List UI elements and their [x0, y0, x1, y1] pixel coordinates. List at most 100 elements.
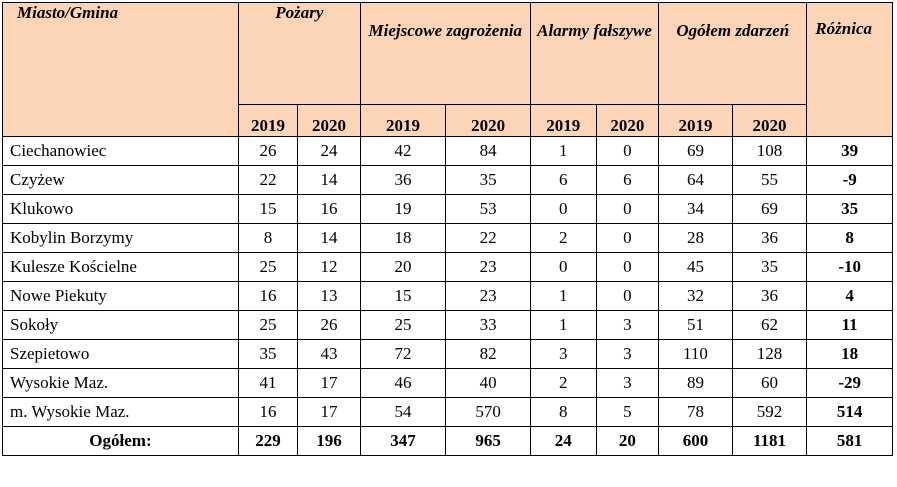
row-value-cell: 69	[658, 136, 733, 166]
row-value-cell: 22	[445, 223, 531, 253]
row-value-cell: 570	[445, 397, 531, 427]
header-alarmy-falszywe: Alarmy fałszywe	[529, 2, 660, 105]
row-difference-cell: -10	[806, 252, 893, 282]
row-value-cell: 34	[658, 194, 733, 224]
table-header: Miasto/Gmina Pożary Miejscowe zagrożenia…	[2, 2, 893, 137]
row-value-cell: 0	[529, 252, 597, 282]
table-row: Sokoły 25 26 25 33 1 3 51 62 11	[2, 310, 893, 340]
row-value-cell: 25	[237, 310, 299, 340]
row-value-cell: 3	[595, 368, 660, 398]
row-municipality-name: Sokoły	[2, 310, 239, 340]
row-value-cell: 60	[731, 368, 808, 398]
row-municipality-name: Kulesze Kościelne	[2, 252, 239, 282]
year-header-cell: 2020	[445, 104, 531, 137]
row-value-cell: 12	[297, 252, 361, 282]
row-value-cell: 0	[595, 281, 660, 311]
row-value-cell: 62	[731, 310, 808, 340]
row-value-cell: 3	[529, 339, 597, 369]
row-value-cell: 24	[297, 136, 361, 166]
row-value-cell: 46	[359, 368, 447, 398]
row-value-cell: 6	[529, 165, 597, 195]
row-value-cell: 51	[658, 310, 733, 340]
row-value-cell: 82	[445, 339, 531, 369]
row-value-cell: 8	[529, 397, 597, 427]
table-row: Ciechanowiec 26 24 42 84 1 0 69 108 39	[2, 136, 893, 166]
table-row: m. Wysokie Maz. 16 17 54 570 8 5 78 592 514	[2, 397, 893, 427]
header-miejscowe-zagrozenia: Miejscowe zagrożenia	[359, 2, 531, 105]
row-value-cell: 592	[731, 397, 808, 427]
row-value-cell: 64	[658, 165, 733, 195]
row-value-cell: 84	[445, 136, 531, 166]
row-difference-cell: 514	[806, 397, 893, 427]
row-value-cell: 0	[595, 223, 660, 253]
table-row: Czyżew 22 14 36 35 6 6 64 55 -9	[2, 165, 893, 195]
row-value-cell: 20	[359, 252, 447, 282]
total-label: Ogółem:	[2, 426, 239, 456]
row-municipality-name: Wysokie Maz.	[2, 368, 239, 398]
row-value-cell: 41	[237, 368, 299, 398]
year-header-cell: 2020	[297, 104, 361, 137]
row-value-cell: 0	[595, 194, 660, 224]
total-difference-cell: 581	[806, 426, 893, 456]
row-value-cell: 36	[731, 223, 808, 253]
table-row: Wysokie Maz. 41 17 46 40 2 3 89 60 -29	[2, 368, 893, 398]
table-footer: Ogółem: 229 196 347 965 24 20 600 1181 581	[2, 426, 893, 456]
header-city: Miasto/Gmina	[2, 2, 239, 137]
row-value-cell: 2	[529, 368, 597, 398]
incidents-table: Miasto/Gmina Pożary Miejscowe zagrożenia…	[2, 2, 893, 456]
row-value-cell: 72	[359, 339, 447, 369]
total-value-cell: 20	[595, 426, 660, 456]
row-value-cell: 28	[658, 223, 733, 253]
row-municipality-name: m. Wysokie Maz.	[2, 397, 239, 427]
row-municipality-name: Kobylin Borzymy	[2, 223, 239, 253]
header-ogolem-zdarzen: Ogółem zdarzeń	[658, 2, 808, 105]
year-header-cell: 2019	[359, 104, 447, 137]
row-value-cell: 2	[529, 223, 597, 253]
table-row: Nowe Piekuty 16 13 15 23 1 0 32 36 4	[2, 281, 893, 311]
table-row: Szepietowo 35 43 72 82 3 3 110 128 18	[2, 339, 893, 369]
table-row: Kulesze Kościelne 25 12 20 23 0 0 45 35 -10	[2, 252, 893, 282]
row-difference-cell: -29	[806, 368, 893, 398]
row-municipality-name: Czyżew	[2, 165, 239, 195]
row-difference-cell: 11	[806, 310, 893, 340]
total-value-cell: 965	[445, 426, 531, 456]
row-value-cell: 53	[445, 194, 531, 224]
row-difference-cell: 35	[806, 194, 893, 224]
row-value-cell: 14	[297, 165, 361, 195]
year-header-cell: 2020	[731, 104, 808, 137]
table-body: Ciechanowiec 26 24 42 84 1 0 69 108 39 Czyżew 22 14 3…	[2, 136, 893, 427]
total-value-cell: 1181	[731, 426, 808, 456]
row-value-cell: 8	[237, 223, 299, 253]
row-value-cell: 26	[297, 310, 361, 340]
total-value-cell: 229	[237, 426, 299, 456]
row-value-cell: 0	[529, 194, 597, 224]
row-municipality-name: Ciechanowiec	[2, 136, 239, 166]
header-pozary: Pożary	[237, 2, 361, 105]
row-value-cell: 17	[297, 397, 361, 427]
row-value-cell: 6	[595, 165, 660, 195]
row-difference-cell: 8	[806, 223, 893, 253]
year-header-cell: 2019	[529, 104, 597, 137]
row-municipality-name: Nowe Piekuty	[2, 281, 239, 311]
row-value-cell: 5	[595, 397, 660, 427]
row-value-cell: 16	[237, 397, 299, 427]
row-value-cell: 23	[445, 252, 531, 282]
row-value-cell: 89	[658, 368, 733, 398]
year-header-cell: 2020	[595, 104, 660, 137]
row-value-cell: 69	[731, 194, 808, 224]
row-value-cell: 35	[237, 339, 299, 369]
row-value-cell: 17	[297, 368, 361, 398]
row-value-cell: 3	[595, 339, 660, 369]
row-value-cell: 1	[529, 310, 597, 340]
table-row: Kobylin Borzymy 8 14 18 22 2 0 28 36 8	[2, 223, 893, 253]
total-value-cell: 24	[529, 426, 597, 456]
table-row: Klukowo 15 16 19 53 0 0 34 69 35	[2, 194, 893, 224]
total-value-cell: 600	[658, 426, 733, 456]
statistics-table-container: Miasto/Gmina Pożary Miejscowe zagrożenia…	[2, 2, 893, 456]
row-value-cell: 1	[529, 281, 597, 311]
row-value-cell: 3	[595, 310, 660, 340]
row-value-cell: 33	[445, 310, 531, 340]
row-value-cell: 54	[359, 397, 447, 427]
year-header-cell: 2019	[237, 104, 299, 137]
row-value-cell: 128	[731, 339, 808, 369]
